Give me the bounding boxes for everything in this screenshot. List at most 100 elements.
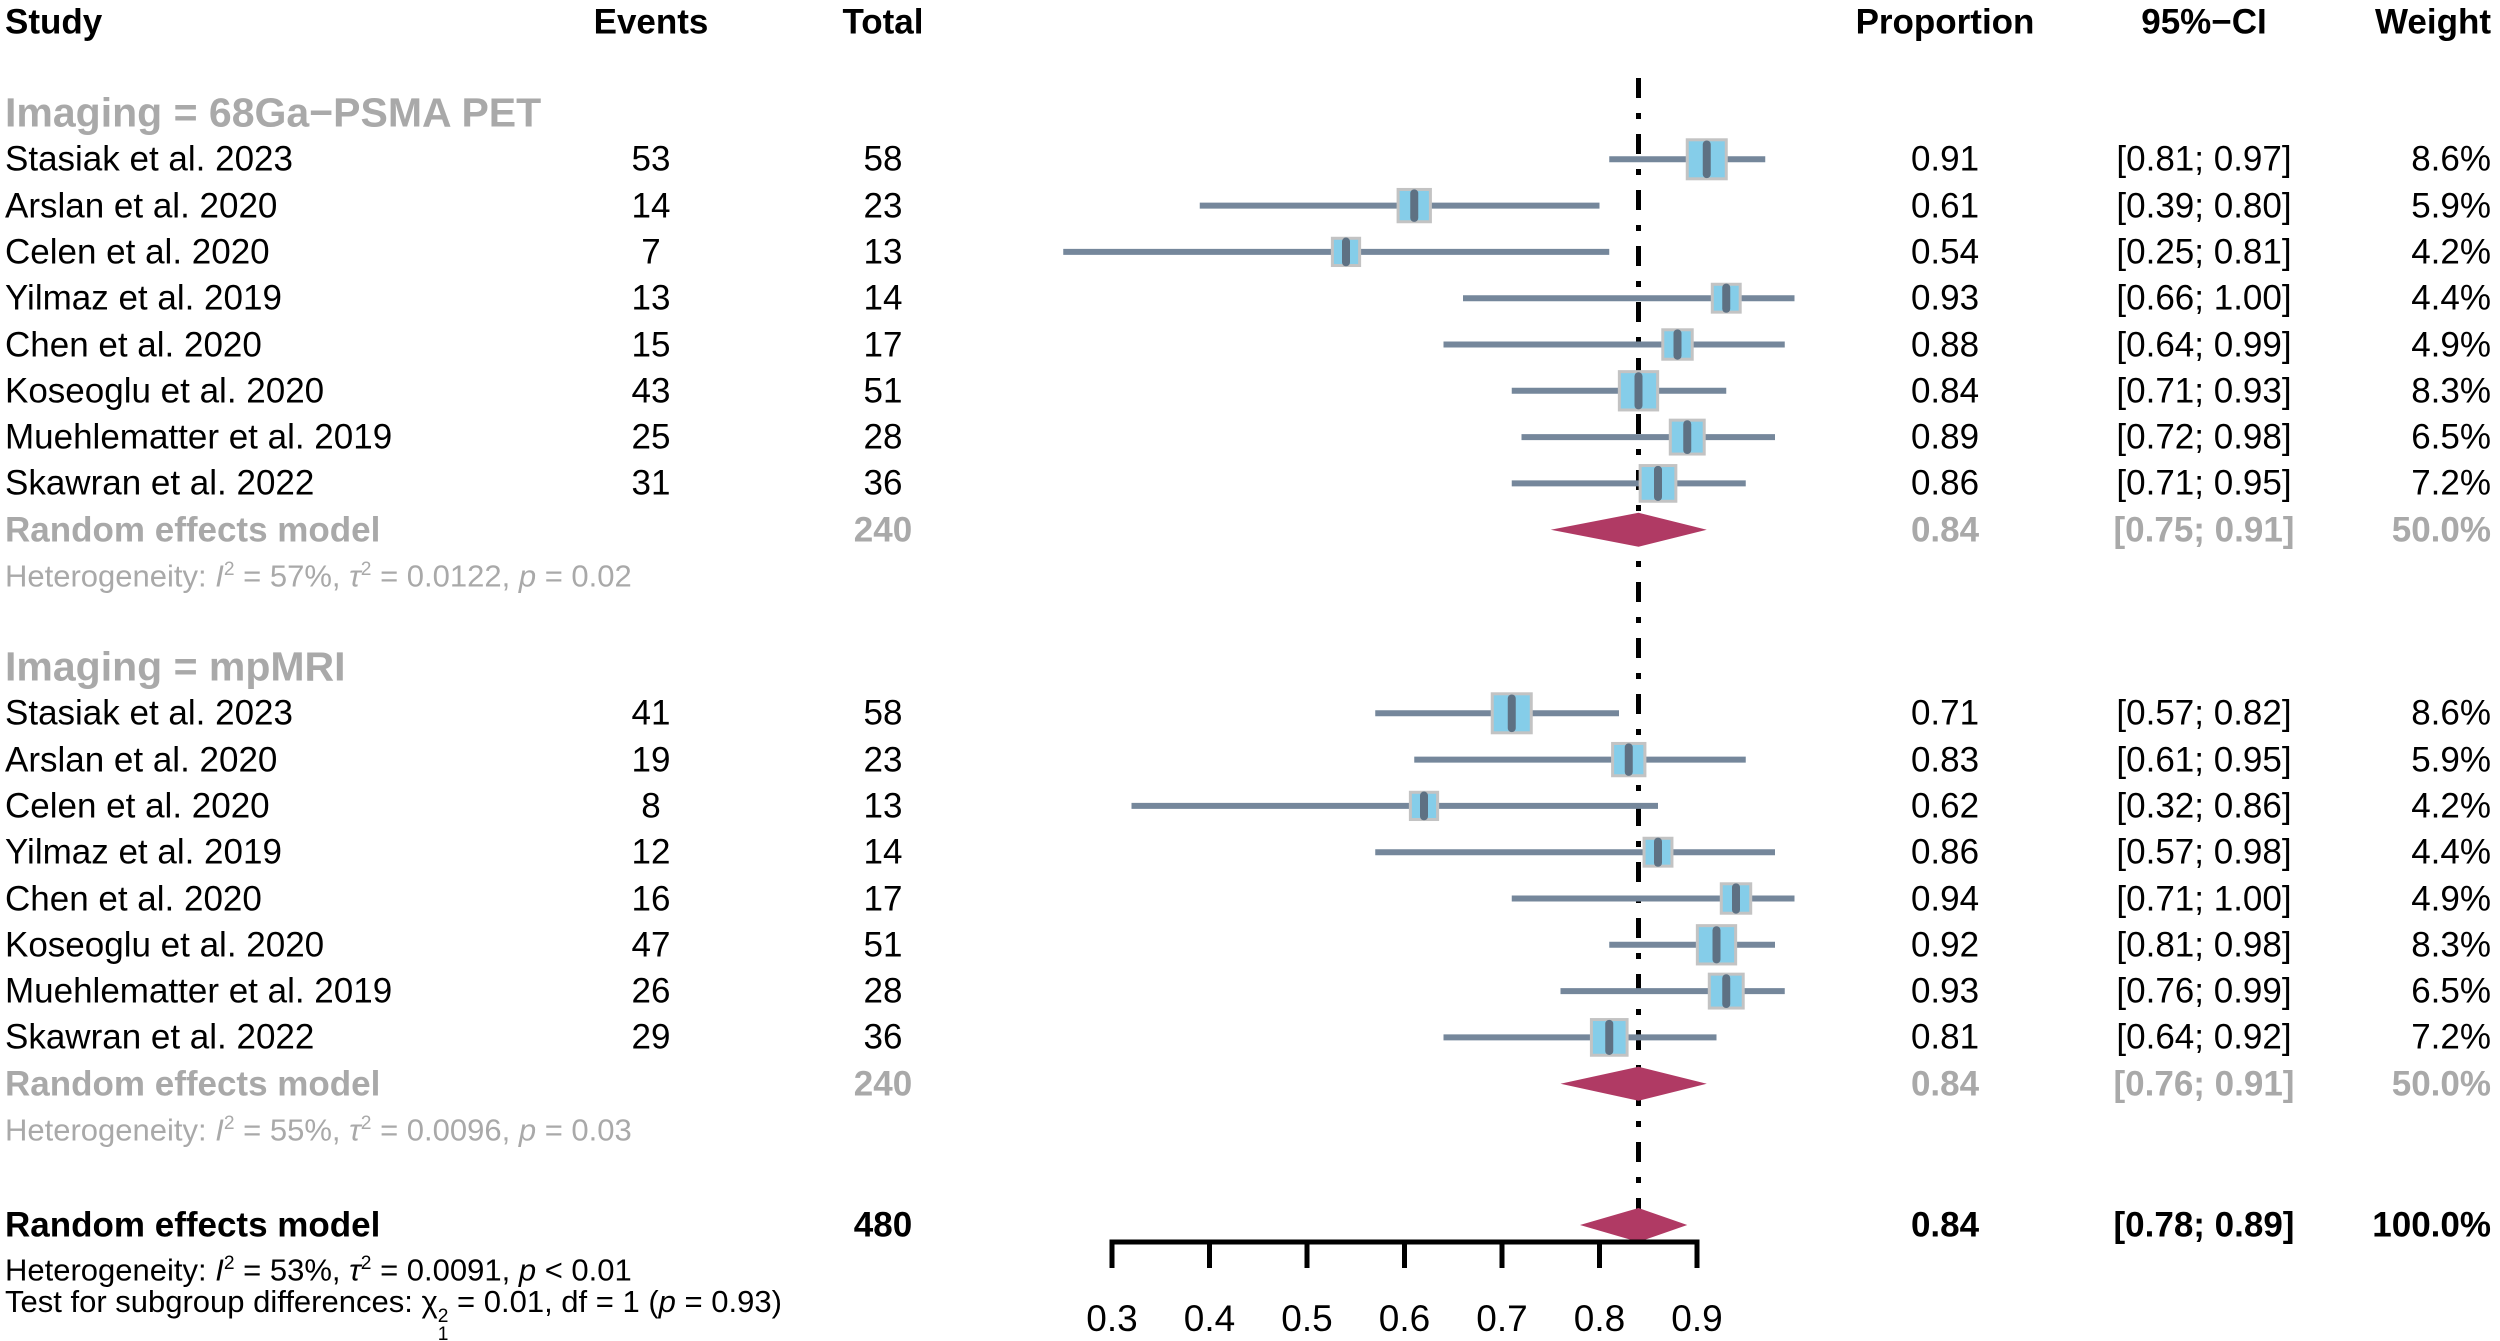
- study-weight: 4.2%: [2411, 232, 2491, 272]
- i-squared-symbol: I: [215, 1112, 224, 1148]
- study-ci: [0.25; 0.81]: [2116, 232, 2292, 272]
- study-proportion: 0.93: [1910, 278, 1980, 318]
- p-value: = 0.03: [536, 1112, 632, 1148]
- study-weight: 4.4%: [2411, 832, 2491, 872]
- summary-proportion: 0.84: [1910, 1064, 1980, 1104]
- study-name: Muehlematter et al. 2019: [5, 417, 393, 457]
- study-name: Stasiak et al. 2023: [5, 139, 293, 179]
- study-name: Arslan et al. 2020: [5, 186, 278, 226]
- overall-proportion: 0.84: [1910, 1205, 1980, 1245]
- i-squared-value: = 57%,: [234, 558, 350, 594]
- study-events: 26: [631, 971, 671, 1011]
- tau-squared-symbol: τ: [349, 1112, 361, 1148]
- axis-tick-label: 0.9: [1671, 1298, 1722, 1339]
- study-total: 13: [863, 232, 903, 272]
- i-squared-exponent: 2: [223, 1113, 235, 1135]
- study-events: 25: [631, 417, 671, 457]
- study-weight: 4.9%: [2411, 325, 2491, 364]
- tau-squared-symbol: τ: [349, 1252, 361, 1288]
- subgroup-summary-diamond: [1550, 512, 1707, 547]
- i-squared-value: = 53%,: [234, 1252, 350, 1288]
- summary-weight: 50.0%: [2391, 510, 2491, 550]
- overall-ci: [0.78; 0.89]: [2113, 1205, 2295, 1245]
- study-name: Koseoglu et al. 2020: [5, 925, 325, 965]
- study-total: 14: [863, 832, 903, 872]
- section-label: Imaging = mpMRI: [5, 643, 346, 690]
- study-total: 51: [863, 371, 903, 411]
- study-weight: 7.2%: [2411, 1017, 2491, 1057]
- axis-tick-label: 0.3: [1086, 1298, 1137, 1339]
- axis-tick-label: 0.8: [1574, 1298, 1625, 1339]
- study-name: Celen et al. 2020: [5, 786, 270, 826]
- study-name: Muehlematter et al. 2019: [5, 971, 393, 1011]
- study-proportion: 0.84: [1910, 371, 1980, 411]
- study-name: Yilmaz et al. 2019: [5, 278, 282, 318]
- study-weight: 8.3%: [2411, 925, 2491, 965]
- study-total: 17: [863, 879, 903, 918]
- study-proportion: 0.94: [1910, 879, 1980, 918]
- col-header-proportion: Proportion: [1855, 2, 2035, 42]
- subgroup2-heterogeneity: Heterogeneity: I2 = 55%, τ2 = 0.0096, p …: [5, 1112, 632, 1148]
- study-ci: [0.71; 0.95]: [2116, 463, 2292, 503]
- study-proportion: 0.93: [1910, 971, 1980, 1011]
- p-symbol: p: [658, 1283, 676, 1319]
- i-squared-symbol: I: [215, 1252, 224, 1288]
- study-proportion: 0.61: [1910, 186, 1980, 226]
- overall-weight: 100.0%: [2372, 1205, 2491, 1245]
- study-total: 28: [863, 971, 903, 1011]
- axis-tick-label: 0.6: [1379, 1298, 1430, 1339]
- study-weight: 7.2%: [2411, 463, 2491, 503]
- p-value: < 0.01: [536, 1252, 632, 1288]
- study-weight: 4.4%: [2411, 278, 2491, 318]
- study-events: 16: [631, 879, 671, 918]
- p-symbol: p: [518, 1112, 537, 1148]
- study-ci: [0.71; 1.00]: [2116, 879, 2292, 918]
- study-proportion: 0.54: [1910, 232, 1980, 272]
- summary-ci: [0.75; 0.91]: [2113, 510, 2295, 550]
- study-weight: 8.6%: [2411, 139, 2491, 179]
- study-ci: [0.72; 0.98]: [2116, 417, 2292, 457]
- study-total: 14: [863, 278, 903, 318]
- study-ci: [0.71; 0.93]: [2116, 371, 2292, 411]
- study-ci: [0.81; 0.97]: [2116, 139, 2292, 179]
- tau-squared-value: = 0.0122,: [371, 558, 519, 594]
- study-ci: [0.81; 0.98]: [2116, 925, 2292, 965]
- summary-label: Random effects model: [5, 1064, 381, 1104]
- study-ci: [0.64; 0.92]: [2116, 1017, 2292, 1057]
- study-name: Chen et al. 2020: [5, 879, 262, 918]
- col-header-total: Total: [842, 2, 924, 42]
- test-mid: = 0.01, df = 1 (: [448, 1283, 659, 1319]
- study-proportion: 0.71: [1910, 693, 1980, 733]
- study-total: 58: [863, 139, 903, 179]
- study-events: 13: [631, 278, 671, 318]
- study-proportion: 0.86: [1910, 832, 1980, 872]
- summary-weight: 50.0%: [2391, 1064, 2491, 1104]
- chi-index: 1: [437, 1323, 449, 1341]
- het-prefix: Heterogeneity:: [5, 1112, 216, 1148]
- study-total: 36: [863, 463, 903, 503]
- study-proportion: 0.83: [1910, 740, 1980, 780]
- study-proportion: 0.88: [1910, 325, 1980, 364]
- study-total: 58: [863, 693, 903, 733]
- study-ci: [0.64; 0.99]: [2116, 325, 2292, 364]
- tau-squared-exponent: 2: [360, 1253, 372, 1275]
- overall-heterogeneity: Heterogeneity: I2 = 53%, τ2 = 0.0091, p …: [5, 1252, 632, 1288]
- study-events: 12: [631, 832, 671, 872]
- study-events: 14: [631, 186, 671, 226]
- study-total: 23: [863, 740, 903, 780]
- overall-total: 480: [853, 1205, 913, 1245]
- study-ci: [0.76; 0.99]: [2116, 971, 2292, 1011]
- study-events: 8: [641, 786, 661, 826]
- study-weight: 6.5%: [2411, 971, 2491, 1011]
- study-proportion: 0.91: [1910, 139, 1980, 179]
- p-symbol: p: [518, 558, 537, 594]
- study-weight: 4.9%: [2411, 879, 2491, 918]
- study-weight: 5.9%: [2411, 740, 2491, 780]
- study-proportion: 0.89: [1910, 417, 1980, 457]
- i-squared-exponent: 2: [223, 559, 235, 581]
- test-prefix: Test for subgroup differences:: [5, 1283, 422, 1319]
- study-events: 41: [631, 693, 671, 733]
- study-events: 7: [641, 232, 661, 272]
